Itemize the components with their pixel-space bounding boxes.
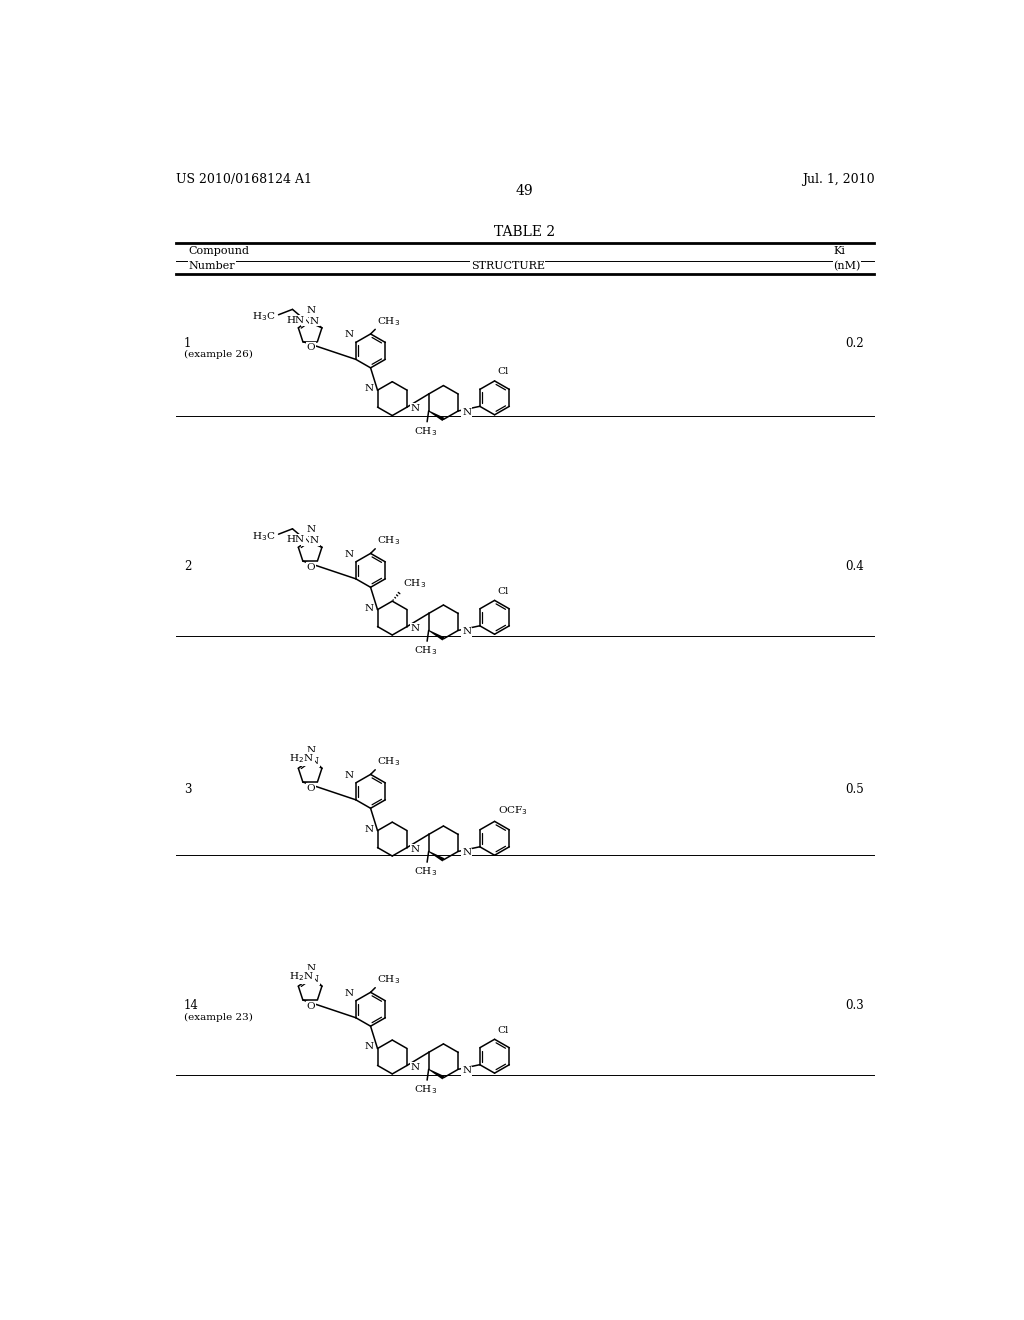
Text: N: N: [344, 330, 353, 339]
Text: N: N: [462, 849, 471, 858]
Text: (example 26): (example 26): [183, 350, 253, 359]
Text: H$_2$N: H$_2$N: [290, 970, 314, 983]
Text: 0.4: 0.4: [845, 560, 863, 573]
Text: CH$_3$: CH$_3$: [377, 315, 400, 327]
Text: O: O: [306, 343, 315, 352]
Text: CH$_3$: CH$_3$: [414, 644, 437, 657]
Text: 49: 49: [516, 183, 534, 198]
Polygon shape: [428, 851, 444, 862]
Text: N: N: [365, 1043, 374, 1052]
Text: Cl: Cl: [498, 587, 509, 595]
Text: CH$_3$: CH$_3$: [414, 1084, 437, 1096]
Text: OCF$_3$: OCF$_3$: [498, 804, 527, 817]
Text: N: N: [306, 525, 315, 535]
Text: US 2010/0168124 A1: US 2010/0168124 A1: [176, 173, 312, 186]
Text: H$_3$C: H$_3$C: [252, 310, 275, 323]
Text: N: N: [309, 317, 318, 326]
Text: 2: 2: [183, 560, 191, 573]
Text: N: N: [344, 771, 353, 780]
Text: N: N: [365, 603, 374, 612]
Text: N: N: [365, 825, 374, 833]
Text: 14: 14: [183, 999, 199, 1012]
Text: 1: 1: [183, 337, 191, 350]
Text: H$_3$C: H$_3$C: [252, 531, 275, 543]
Text: STRUCTURE: STRUCTURE: [471, 261, 545, 271]
Text: N: N: [344, 989, 353, 998]
Text: TABLE 2: TABLE 2: [495, 224, 555, 239]
Text: N: N: [411, 623, 420, 632]
Text: N: N: [309, 975, 318, 983]
Text: (example 23): (example 23): [183, 1012, 253, 1022]
Polygon shape: [428, 630, 444, 640]
Text: Cl: Cl: [498, 1026, 509, 1035]
Text: N: N: [301, 317, 310, 326]
Text: 0.3: 0.3: [845, 999, 863, 1012]
Text: O: O: [306, 784, 315, 792]
Text: 0.2: 0.2: [845, 337, 863, 350]
Text: 0.5: 0.5: [845, 783, 863, 796]
Text: N: N: [411, 404, 420, 413]
Text: CH$_3$: CH$_3$: [377, 535, 400, 548]
Text: CH$_3$: CH$_3$: [414, 425, 437, 438]
Text: O: O: [306, 1002, 315, 1011]
Text: N: N: [411, 845, 420, 854]
Text: CH$_3$: CH$_3$: [414, 866, 437, 878]
Text: H$_2$N: H$_2$N: [290, 752, 314, 766]
Text: Number: Number: [188, 261, 236, 271]
Text: N: N: [411, 1063, 420, 1072]
Text: N: N: [309, 756, 318, 766]
Text: N: N: [365, 384, 374, 393]
Text: 3: 3: [183, 783, 191, 796]
Text: CH$_3$: CH$_3$: [403, 578, 426, 590]
Polygon shape: [428, 411, 444, 421]
Text: O: O: [306, 562, 315, 572]
Text: N: N: [462, 1067, 471, 1076]
Text: N: N: [301, 536, 310, 545]
Polygon shape: [428, 1069, 444, 1080]
Text: Jul. 1, 2010: Jul. 1, 2010: [802, 173, 874, 186]
Text: CH$_3$: CH$_3$: [377, 973, 400, 986]
Text: CH$_3$: CH$_3$: [377, 755, 400, 768]
Text: (nM): (nM): [834, 261, 860, 272]
Text: N: N: [306, 306, 315, 314]
Text: N: N: [462, 408, 471, 417]
Text: N: N: [462, 627, 471, 636]
Text: Compound: Compound: [188, 246, 250, 256]
Text: N: N: [309, 536, 318, 545]
Text: N: N: [306, 964, 315, 973]
Text: Ki: Ki: [834, 246, 845, 256]
Text: HN: HN: [287, 535, 305, 544]
Text: N: N: [344, 550, 353, 558]
Text: HN: HN: [287, 315, 305, 325]
Text: N: N: [306, 746, 315, 755]
Text: Cl: Cl: [498, 367, 509, 376]
